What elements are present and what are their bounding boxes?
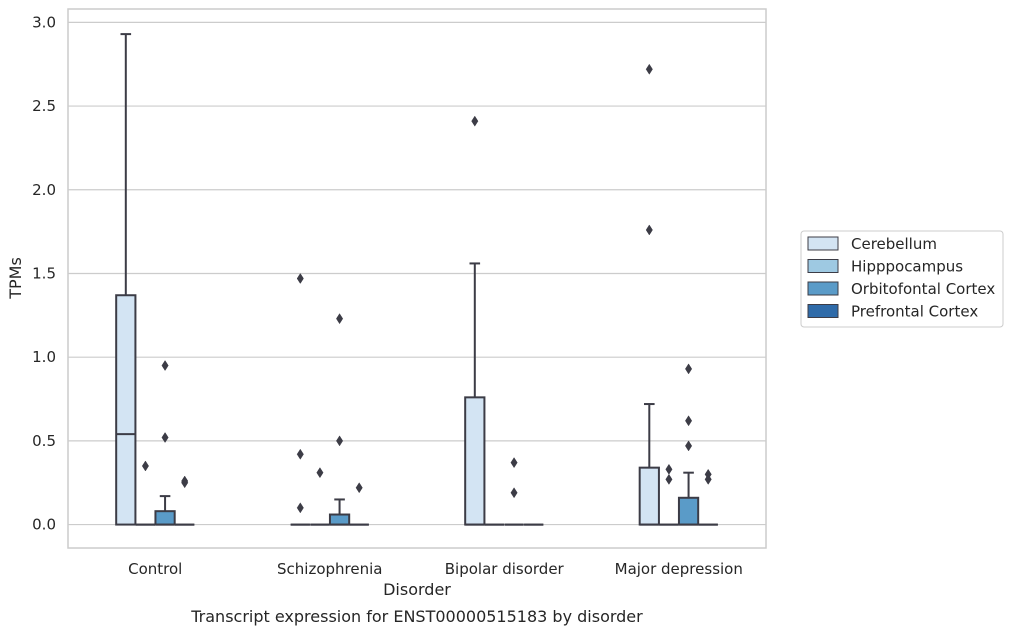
legend-swatch <box>807 259 839 273</box>
legend-label: Hipppocampus <box>851 258 963 276</box>
outlier-point <box>665 473 673 485</box>
y-axis-ticks: 0.0 0.5 1.0 1.5 2.0 2.5 3.0 <box>32 13 56 533</box>
outlier-point <box>141 460 149 472</box>
box-prefrontal-cortex <box>698 468 718 526</box>
outlier-point <box>685 415 693 427</box>
box-orbitofontal-cortex <box>677 363 700 526</box>
box-orbitofontal-cortex <box>154 360 176 526</box>
box-prefrontal-cortex <box>349 482 369 526</box>
outlier-point <box>316 467 324 479</box>
outlier-point <box>471 115 479 127</box>
box-orbitofontal-cortex <box>504 457 524 526</box>
x-tick-label: Bipolar disorder <box>445 560 565 578</box>
y-tick-label: 1.0 <box>32 348 56 366</box>
outlier-point <box>355 482 363 494</box>
box-prefrontal-cortex <box>175 475 195 526</box>
box-body <box>677 496 700 526</box>
box-hipppocampus <box>310 467 330 526</box>
outlier-point <box>161 432 169 443</box>
y-axis-title: TPMs <box>6 257 25 300</box>
outlier-point <box>181 475 189 487</box>
legend-frame <box>800 230 1004 328</box>
box-hipppocampus <box>659 463 679 526</box>
legend-label: Orbitofontal Cortex <box>851 280 995 298</box>
x-axis-ticks: Control Schizophrenia Bipolar disorder Majo… <box>128 560 743 578</box>
legend-swatch <box>807 281 839 296</box>
box-cerebellum <box>638 63 660 526</box>
legend-item: Prefrontal Cortex <box>807 303 978 321</box>
legend-items: Cerebellum Hipppocampus Orbitofontal Corte… <box>807 235 995 321</box>
x-axis-title: Disorder <box>383 580 451 599</box>
box-body <box>638 466 660 526</box>
y-tick-label: 0.5 <box>32 432 56 450</box>
box-hipppocampus <box>135 460 156 526</box>
outlier-point <box>336 435 344 447</box>
legend-swatch <box>807 304 839 318</box>
legend: Cerebellum Hipppocampus Orbitofontal Corte… <box>800 230 1004 328</box>
x-tick-label: Control <box>128 560 182 578</box>
box-body <box>464 396 486 526</box>
figure-caption: Transcript expression for ENST0000051518… <box>190 607 643 626</box>
legend-item: Orbitofontal Cortex <box>807 280 995 298</box>
outlier-point <box>336 313 344 325</box>
outlier-point <box>161 360 169 372</box>
box-body <box>154 510 176 526</box>
outlier-point <box>510 487 518 499</box>
legend-item: Cerebellum <box>807 235 937 253</box>
outlier-point <box>296 273 304 284</box>
y-tick-label: 2.0 <box>32 181 56 199</box>
box-cerebellum <box>464 115 486 526</box>
box-cerebellum <box>290 273 310 526</box>
outlier-point <box>645 63 653 75</box>
box-body <box>328 513 351 526</box>
outlier-point <box>510 457 518 469</box>
outlier-point <box>665 463 673 475</box>
legend-label: Cerebellum <box>851 235 937 253</box>
box-body <box>115 294 137 526</box>
outlier-point <box>645 224 653 236</box>
y-tick-label: 0.0 <box>32 516 56 534</box>
outlier-point <box>296 448 304 460</box>
legend-swatch <box>807 236 839 251</box>
outlier-point <box>685 363 693 375</box>
plot-background <box>68 9 766 548</box>
box-cerebellum <box>115 33 137 526</box>
outlier-point <box>296 502 304 514</box>
y-tick-label: 3.0 <box>32 13 56 31</box>
y-tick-label: 1.5 <box>32 264 56 282</box>
plot-frame <box>67 8 767 549</box>
x-tick-label: Major depression <box>615 560 743 578</box>
legend-item: Hipppocampus <box>807 258 963 276</box>
legend-label: Prefrontal Cortex <box>851 303 978 321</box>
box-orbitofontal-cortex <box>328 313 351 526</box>
box-series <box>115 33 718 526</box>
x-tick-label: Schizophrenia <box>277 560 382 578</box>
outlier-point <box>685 440 693 452</box>
gridlines <box>68 21 766 526</box>
outlier-point <box>704 468 712 480</box>
y-tick-label: 2.5 <box>32 97 56 115</box>
